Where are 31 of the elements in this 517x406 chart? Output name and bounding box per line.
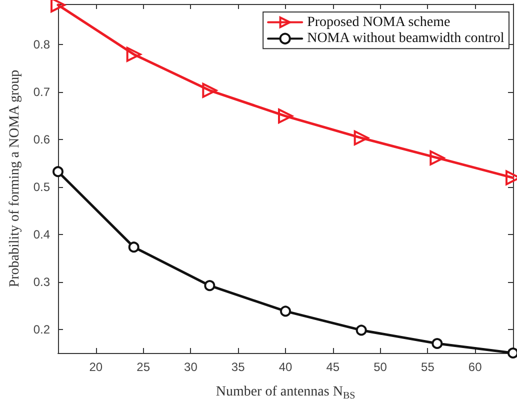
legend-label: NOMA without beamwidth control (307, 31, 504, 46)
x-tick-label: 60 (468, 360, 482, 374)
legend-label: Proposed NOMA scheme (307, 14, 450, 30)
x-tick-label: 50 (374, 360, 388, 374)
x-tick-label: 30 (184, 360, 198, 374)
x-tick-label: 25 (136, 360, 150, 374)
y-tick-label: 0.5 (33, 180, 50, 194)
x-tick-label: 35 (231, 360, 246, 374)
point (52, 166, 64, 178)
y-tick-label: 0.2 (33, 322, 50, 336)
y-axis-title: Probability of forming a NOMA group (8, 70, 22, 288)
point (204, 280, 216, 292)
point (50, 0, 66, 12)
x-tick-label: 45 (326, 360, 340, 374)
point (432, 338, 443, 349)
point (278, 108, 293, 124)
x-tick-label: 20 (89, 360, 103, 374)
y-tick-label: 0.6 (33, 132, 50, 146)
y-tick-label: 0.8 (33, 37, 50, 52)
point (430, 150, 445, 166)
y-tick-label: 0.4 (33, 227, 50, 242)
point (128, 242, 140, 253)
point (354, 130, 369, 146)
point (280, 306, 291, 317)
point (202, 82, 218, 98)
x-tick-label: 55 (421, 360, 435, 374)
point (356, 324, 367, 336)
point (126, 46, 142, 62)
x-tick-label: 40 (278, 360, 292, 374)
y-tick-label: 0.7 (33, 84, 50, 99)
y-tick-label: 0.3 (33, 274, 50, 289)
